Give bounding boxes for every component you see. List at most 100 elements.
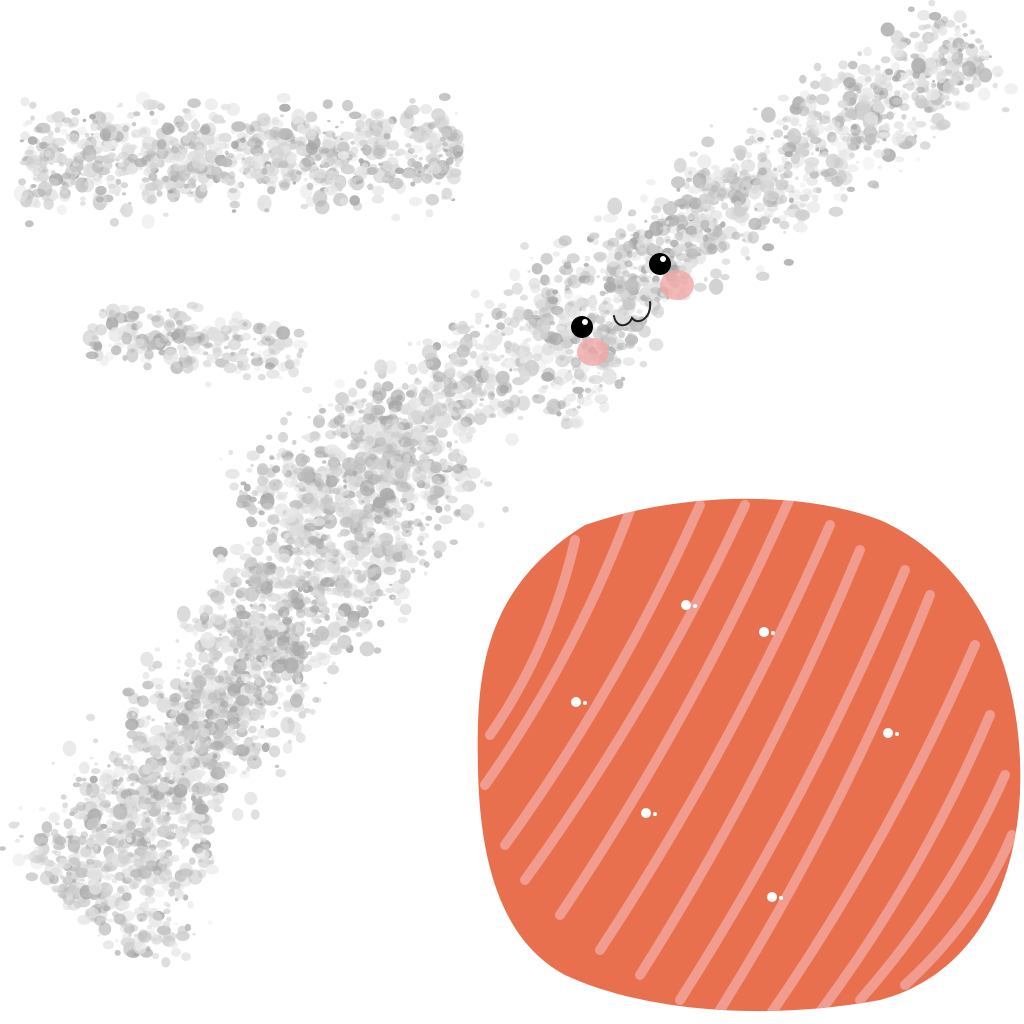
salt-speckle: [41, 821, 53, 834]
salt-speckle: [346, 616, 360, 629]
salt-speckle: [869, 74, 874, 78]
salt-speckle: [776, 119, 786, 126]
salt-speckle: [219, 119, 226, 124]
salt-speckle: [52, 143, 60, 149]
salt-speckle: [182, 135, 192, 144]
salt-speckle: [846, 186, 856, 192]
salt-speckle: [782, 117, 788, 122]
salt-speckle: [66, 835, 71, 839]
salt-speckle: [347, 496, 352, 500]
salt-speckle: [193, 136, 202, 143]
salt-speckle: [213, 334, 224, 347]
salt-speckle: [214, 317, 226, 330]
salt-speckle: [188, 323, 199, 331]
salt-speckle: [502, 506, 509, 513]
salt-speckle: [280, 416, 288, 426]
salt-speckle: [292, 339, 308, 350]
salt-speckle: [117, 342, 123, 346]
salt-speckle: [62, 172, 71, 180]
salt-speckle: [300, 203, 309, 210]
salt-speckle: [324, 444, 339, 455]
salt-speckle: [905, 80, 914, 87]
salt-speckle: [265, 163, 271, 168]
salt-speckle: [62, 900, 72, 911]
salt-speckle: [406, 390, 415, 398]
salt-speckle: [34, 845, 44, 856]
salt-speckle: [456, 344, 471, 358]
salt-speckle: [846, 164, 859, 173]
salt-speckle: [813, 62, 822, 72]
salt-speckle: [306, 627, 311, 632]
salt-speckle: [83, 177, 88, 182]
salt-speckle: [523, 347, 531, 352]
salt-speckle: [278, 549, 290, 558]
salt-speckle: [901, 92, 910, 100]
salt-speckle: [936, 71, 947, 84]
salt-speckle: [359, 479, 375, 497]
salt-speckle: [499, 384, 509, 394]
salt-speckle: [25, 155, 40, 172]
salt-speckle: [232, 607, 238, 611]
salt-speckle: [38, 807, 47, 812]
salt-speckle: [405, 143, 412, 148]
salt-speckle: [146, 313, 154, 320]
salt-speckle: [529, 256, 534, 260]
salt-speckle: [95, 185, 107, 196]
salt-speckle: [340, 566, 352, 579]
salt-speckle: [278, 447, 287, 456]
salt-speckle: [244, 134, 251, 140]
salt-speckle: [910, 53, 920, 59]
salt-speckle: [895, 130, 904, 136]
salt-speckle: [846, 132, 850, 136]
salt-speckle: [425, 360, 435, 368]
salt-speckle: [457, 381, 470, 393]
salt-speckle: [250, 735, 259, 741]
salt-speckle: [277, 491, 288, 500]
salt-speckle: [531, 263, 543, 275]
salt-speckle: [163, 348, 179, 366]
salt-speckle: [930, 81, 937, 89]
salt-speckle: [784, 161, 793, 171]
salt-speckle: [295, 608, 306, 619]
salt-speckle: [291, 153, 298, 158]
salt-speckle: [340, 516, 354, 528]
salt-speckle: [113, 765, 126, 778]
salt-speckle: [766, 160, 771, 164]
salt-speckle: [481, 351, 489, 357]
salt-speckle: [819, 147, 824, 150]
salt-speckle: [348, 387, 358, 398]
salt-speckle: [586, 296, 598, 308]
salt-speckle: [234, 680, 239, 686]
salt-speckle: [84, 132, 90, 138]
salt-speckle: [357, 166, 368, 174]
salt-speckle: [290, 138, 296, 145]
salt-speckle: [92, 132, 101, 139]
salt-speckle: [168, 307, 180, 320]
salt-speckle: [576, 297, 590, 309]
salt-speckle: [525, 337, 532, 342]
salt-speckle: [365, 118, 374, 128]
salt-speckle: [269, 472, 276, 478]
salt-speckle: [152, 952, 160, 960]
salt-speckle: [125, 821, 136, 830]
salt-speckle: [183, 183, 189, 189]
salt-speckle: [375, 431, 383, 438]
salt-speckle: [432, 371, 447, 384]
salt-speckle: [135, 91, 151, 105]
salt-speckle: [461, 395, 471, 406]
salt-speckle: [445, 396, 453, 402]
salt-speckle: [748, 217, 762, 230]
salt-speckle: [106, 177, 119, 188]
salt-speckle: [323, 177, 335, 185]
salt-speckle: [172, 158, 185, 172]
salt-speckle: [648, 338, 664, 351]
salt-speckle: [424, 397, 433, 406]
salt-speckle: [700, 219, 710, 230]
salt-speckle: [287, 154, 296, 165]
salt-speckle: [704, 208, 708, 212]
salt-speckle: [218, 633, 223, 636]
salt-speckle: [225, 468, 240, 479]
salt-speckle: [331, 132, 336, 137]
salt-speckle: [666, 228, 671, 231]
salt-speckle: [391, 595, 397, 600]
